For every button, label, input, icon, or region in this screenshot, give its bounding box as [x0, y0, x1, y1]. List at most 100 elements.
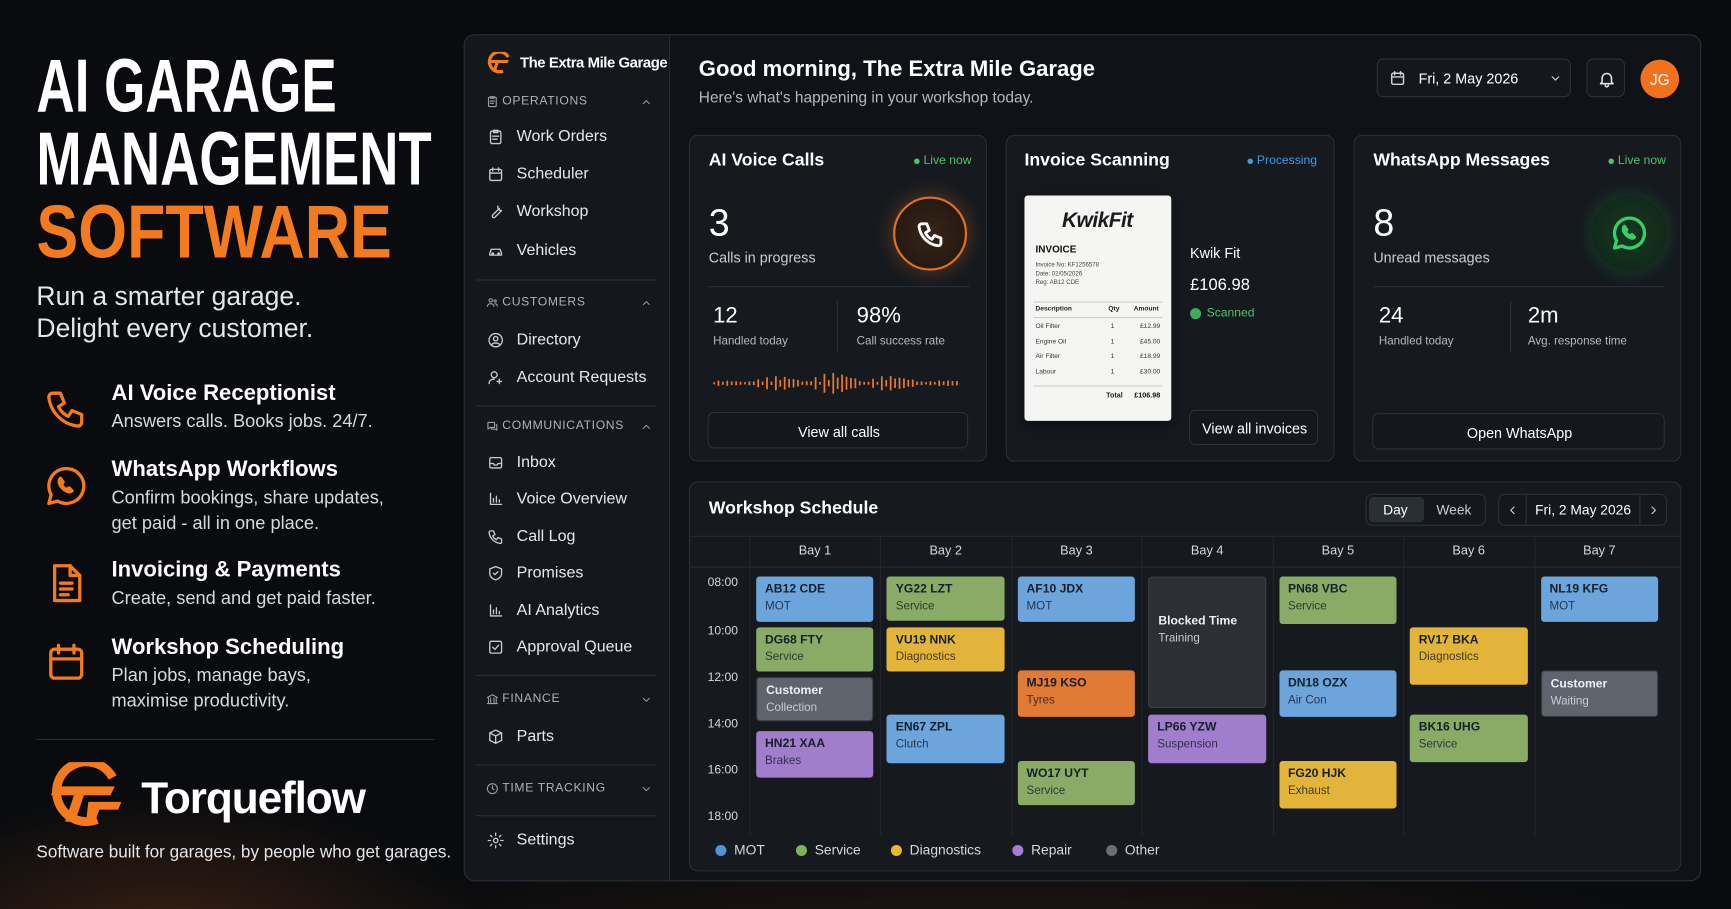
feature-desc: Confirm bookings, share updates,	[111, 487, 384, 508]
job-title: VU19 NNK	[895, 633, 956, 647]
job-block[interactable]: Customer Waiting	[1540, 670, 1659, 717]
icon-part	[1510, 506, 1515, 515]
stat-label: Handled today	[713, 334, 788, 348]
sidebar: The Extra Mile Garage OPERATIONS Work Orde…	[464, 35, 671, 881]
section-chevron	[642, 424, 650, 429]
wave-bar	[872, 378, 874, 388]
nav-item[interactable]: Promises	[516, 564, 584, 582]
phone-icon	[917, 222, 943, 248]
nav-item[interactable]: Workshop	[516, 202, 589, 221]
icon-part	[1621, 224, 1637, 240]
nav-item[interactable]: Vehicles	[516, 241, 577, 260]
invoice-card: Invoice Scanning Processing KwikFit INVOICE…	[1005, 134, 1335, 462]
avatar[interactable]: JG	[1640, 59, 1680, 99]
icon-part	[1604, 84, 1610, 88]
wave-bar	[814, 377, 817, 390]
job-block[interactable]: DG68 FTY Service	[756, 627, 874, 672]
divider	[689, 535, 1681, 537]
nav-item[interactable]: AI Analytics	[516, 601, 600, 620]
wave-bar	[858, 381, 861, 386]
promo-title-line: MANAGEMENT	[36, 116, 431, 200]
wave-bar	[925, 382, 927, 385]
button[interactable]: Open WhatsApp	[1372, 413, 1665, 450]
job-block[interactable]: AF10 JDX MOT	[1017, 576, 1136, 622]
wave-bar	[920, 381, 923, 386]
icon-part	[489, 640, 503, 654]
job-detail: Exhaust	[1287, 783, 1330, 798]
job-block[interactable]: Customer Collection	[756, 677, 874, 722]
main-value: 3	[708, 202, 730, 245]
job-detail: MOT	[1026, 599, 1053, 613]
legend-label: MOT	[734, 842, 765, 858]
bay-header: Bay 5	[1321, 544, 1355, 559]
section-title[interactable]: TIME TRACKING	[502, 781, 606, 795]
feature-icon	[47, 391, 84, 428]
job-block[interactable]: YG22 LZT Service	[886, 576, 1005, 621]
nav-item[interactable]: Account Requests	[516, 368, 647, 387]
job-block[interactable]: RV17 BKA Diagnostics	[1409, 627, 1528, 685]
view-option[interactable]: Day	[1383, 502, 1408, 518]
nav-item[interactable]: Call Log	[516, 527, 576, 546]
job-block[interactable]: AB12 CDE MOT	[756, 576, 874, 622]
nav-item[interactable]: Settings	[516, 831, 575, 850]
job-block[interactable]: DN18 OZX Air Con	[1279, 670, 1397, 717]
job-block[interactable]: HN21 XAA Brakes	[756, 731, 874, 778]
wave-bar	[713, 382, 715, 385]
bay-column-line	[1272, 536, 1274, 836]
wave-bar	[766, 377, 768, 390]
nav-item[interactable]: Approval Queue	[516, 638, 633, 656]
view-option[interactable]: Week	[1436, 502, 1472, 518]
icon-part	[47, 391, 84, 428]
job-block[interactable]: FG20 HJK Exhaust	[1279, 761, 1397, 809]
nav-item[interactable]: Directory	[516, 331, 581, 349]
wave-bar	[774, 376, 777, 391]
job-block[interactable]: BK16 UHG Service	[1409, 714, 1528, 763]
stat-value: 98%	[856, 303, 901, 329]
job-block[interactable]: NL19 KFG MOT	[1540, 576, 1659, 622]
chevron	[1551, 76, 1560, 81]
button[interactable]: View all calls	[707, 411, 969, 449]
brand-logo	[50, 762, 122, 826]
nav-item[interactable]: Inbox	[516, 453, 556, 472]
avatar-initials: JG	[1649, 70, 1670, 88]
bay-column-line	[1534, 536, 1536, 836]
receipt-cell: £45.00	[1139, 338, 1161, 346]
icon-part	[489, 130, 502, 145]
divider	[1639, 494, 1641, 525]
wave-bar	[929, 381, 932, 386]
job-block[interactable]: LP66 YZW Suspension	[1148, 714, 1266, 764]
section-title[interactable]: FINANCE	[502, 691, 561, 706]
job-detail: Tyres	[1026, 693, 1055, 707]
feature-title: Invoicing & Payments	[111, 557, 341, 583]
date-picker[interactable]: Fri, 2 May 2026	[1376, 58, 1571, 98]
job-block[interactable]: VU19 NNK Diagnostics	[886, 627, 1005, 672]
receipt-cell: 1	[1110, 353, 1115, 361]
section-title[interactable]: COMMUNICATIONS	[502, 419, 625, 433]
notifications[interactable]	[1586, 58, 1626, 98]
job-block[interactable]: EN67 ZPL Clutch	[886, 714, 1005, 764]
icon-part	[492, 571, 499, 576]
job-block[interactable]: Blocked Time Training	[1148, 576, 1266, 708]
schedule-card: Workshop Schedule Day Week Fri, 2 May 2026 B…	[688, 481, 1682, 872]
button[interactable]: View all invoices	[1188, 409, 1319, 446]
time-label: 18:00	[707, 810, 739, 824]
job-block[interactable]: WO17 UYT Service	[1017, 761, 1136, 806]
nav-item[interactable]: Work Orders	[516, 127, 608, 146]
icon-part	[487, 421, 496, 430]
receipt-col: Amount	[1133, 305, 1159, 313]
job-detail: Diagnostics	[1418, 650, 1479, 664]
nav-item[interactable]: Parts	[516, 727, 555, 746]
section-title[interactable]: OPERATIONS	[502, 94, 588, 108]
nav-item[interactable]: Voice Overview	[516, 490, 627, 508]
icon-part	[491, 252, 495, 256]
bell-icon	[1599, 72, 1614, 88]
wave-bar	[805, 381, 808, 386]
job-block[interactable]: MJ19 KSO Tyres	[1017, 670, 1136, 717]
section-title[interactable]: CUSTOMERS	[502, 295, 586, 309]
calendar-icon	[1390, 71, 1405, 86]
section-chevron	[642, 100, 650, 105]
job-block[interactable]: PN68 VBC Service	[1279, 576, 1397, 625]
nav-item[interactable]: Scheduler	[516, 165, 589, 184]
section-chevron	[642, 697, 650, 702]
